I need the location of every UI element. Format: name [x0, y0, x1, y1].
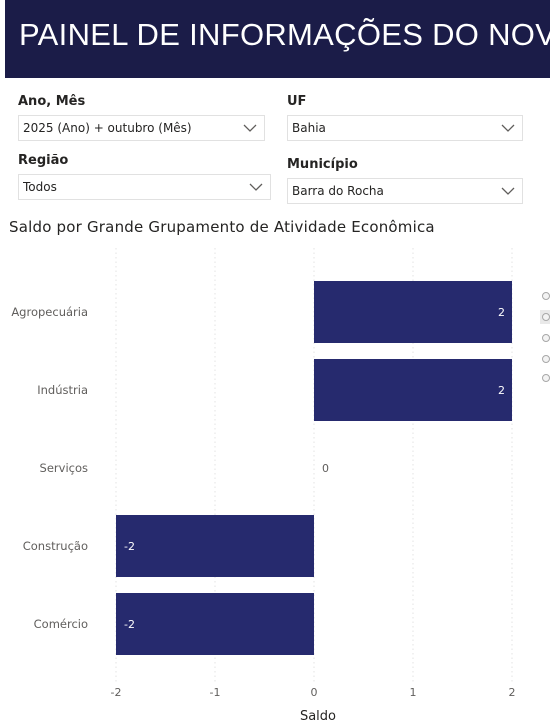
- regiao-dropdown[interactable]: Todos: [18, 174, 271, 200]
- strip-circle-icon[interactable]: [542, 374, 550, 382]
- visual-header-strip: [538, 278, 550, 388]
- data-label: -2: [124, 618, 135, 631]
- x-axis-title: Saldo: [300, 709, 336, 724]
- x-tick-label: -2: [111, 686, 122, 699]
- slicer-ano-mes: Ano, Mês 2025 (Ano) + outubro (Mês): [18, 94, 265, 141]
- ano-mes-dropdown[interactable]: 2025 (Ano) + outubro (Mês): [18, 115, 265, 141]
- bar-chart: -2 -1 0 1 2 Saldo Agropecuária 2 Indústria 2 Servi…: [11, 248, 516, 724]
- strip-circle-icon[interactable]: [542, 334, 550, 342]
- x-tick-label: 1: [410, 686, 417, 699]
- x-tick-label: 0: [311, 686, 318, 699]
- data-label: -2: [124, 540, 135, 553]
- y-category-label: Agropecuária: [11, 305, 88, 319]
- regiao-value: Todos: [23, 180, 57, 194]
- y-category-label: Serviços: [40, 461, 88, 475]
- x-tick-label: -1: [210, 686, 221, 699]
- strip-circle-icon[interactable]: [542, 313, 550, 321]
- slicer-municipio-label: Município: [287, 157, 358, 172]
- chevron-down-icon: [249, 183, 263, 191]
- uf-value: Bahia: [292, 121, 326, 135]
- bar: [116, 515, 314, 577]
- chevron-down-icon: [243, 124, 257, 132]
- bar: [314, 281, 512, 343]
- slicer-municipio: Município Barra do Rocha: [287, 157, 523, 204]
- bar: [314, 359, 512, 421]
- uf-dropdown[interactable]: Bahia: [287, 115, 523, 141]
- bar: [116, 593, 314, 655]
- chart-title: Saldo por Grande Grupamento de Atividade…: [9, 218, 435, 236]
- slicer-regiao-label: Região: [18, 153, 69, 168]
- slicer-regiao: Região Todos: [18, 153, 271, 200]
- data-label: 0: [322, 462, 329, 475]
- y-category-label: Indústria: [37, 383, 88, 397]
- ano-mes-value: 2025 (Ano) + outubro (Mês): [23, 121, 192, 135]
- slicer-uf-label: UF: [287, 94, 307, 109]
- y-category-label: Construção: [23, 539, 88, 553]
- strip-circle-icon[interactable]: [542, 355, 550, 363]
- municipio-value: Barra do Rocha: [292, 184, 384, 198]
- data-label: 2: [498, 306, 505, 319]
- y-category-label: Comércio: [34, 617, 88, 631]
- slicer-uf: UF Bahia: [287, 94, 523, 141]
- strip-circle-icon[interactable]: [542, 292, 550, 300]
- x-tick-label: 2: [509, 686, 516, 699]
- municipio-dropdown[interactable]: Barra do Rocha: [287, 178, 523, 204]
- slicer-ano-mes-label: Ano, Mês: [18, 94, 86, 109]
- page-title: PAINEL DE INFORMAÇÕES DO NOVO: [19, 17, 550, 52]
- data-label: 2: [498, 384, 505, 397]
- header-banner: PAINEL DE INFORMAÇÕES DO NOVO: [5, 0, 550, 78]
- chevron-down-icon: [501, 124, 515, 132]
- chevron-down-icon: [501, 187, 515, 195]
